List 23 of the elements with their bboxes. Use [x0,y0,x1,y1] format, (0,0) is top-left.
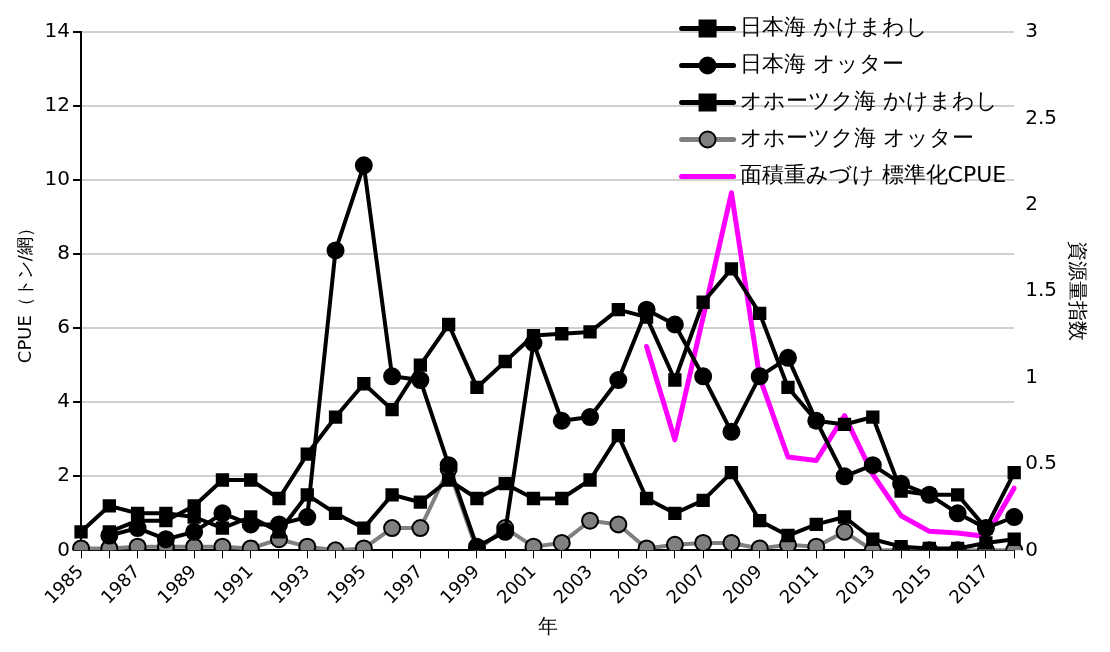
y2-tick-label: 3 [1025,18,1038,43]
y-axis-title: CPUE（トン/網） [14,219,36,364]
y-tick-label: 10 [44,166,71,191]
x-axis-title: 年 [537,614,558,639]
y-tick-label: 6 [57,314,71,339]
y2-tick-label: 0 [1025,536,1038,561]
y2-tick-label: 1 [1025,363,1038,388]
y-tick-label: 8 [57,240,71,265]
y2-tick-label: 2.5 [1025,104,1058,129]
y2-tick-label: 1.5 [1025,277,1058,302]
y-tick-label: 14 [44,18,71,43]
y-tick-label: 12 [44,92,71,117]
y2-tick-label: 2 [1025,190,1038,215]
legend-label: 面積重みづけ 標準化CPUE [739,162,1007,188]
y-tick-label: 4 [57,388,71,413]
legend-label: 日本海 オッター [739,51,904,77]
legend-label: オホーツク海 オッター [739,125,974,151]
legend-label: 日本海 かけまわし [739,14,928,40]
y-tick-label: 2 [57,462,71,487]
legend-label: オホーツク海 かけまわし [739,88,998,114]
y2-axis-title: 資源量指数 [1065,241,1090,342]
y-tick-label: 0 [57,536,71,561]
y2-tick-label: 0.5 [1025,450,1058,475]
